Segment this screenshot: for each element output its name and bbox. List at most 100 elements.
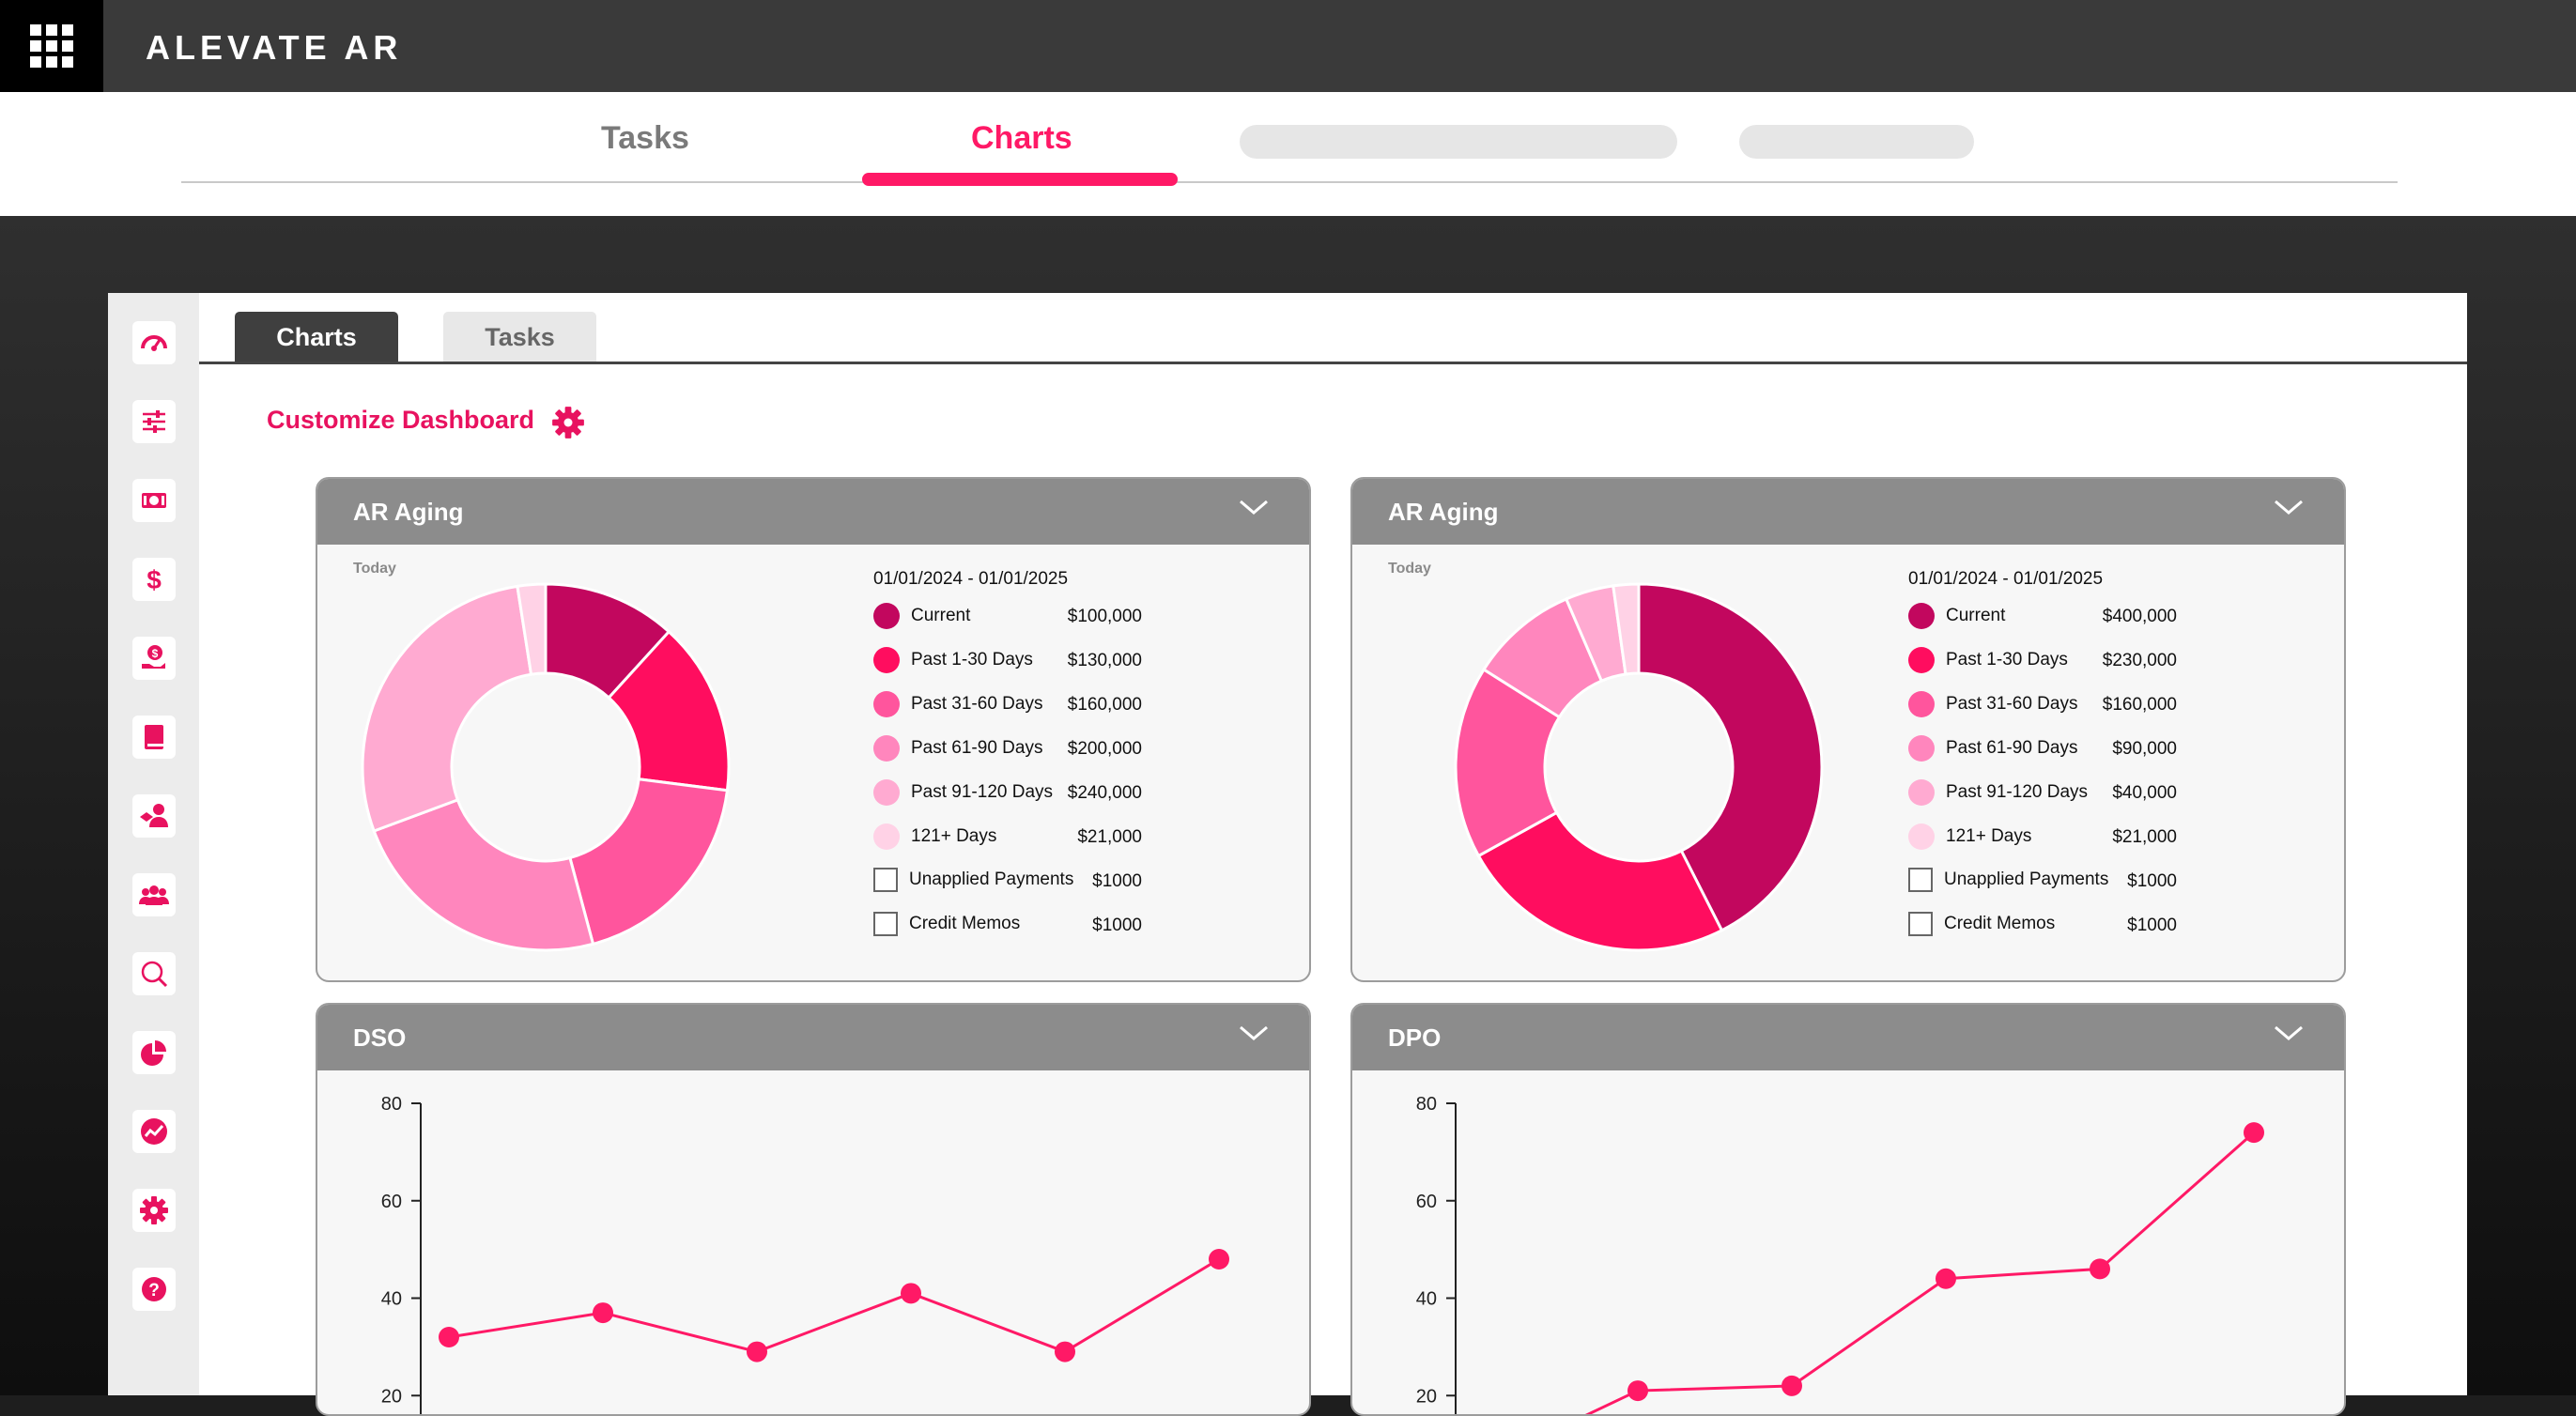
card-title: DSO [353, 1024, 407, 1052]
users-icon[interactable] [132, 873, 176, 916]
unapplied-payments-checkbox[interactable] [1908, 868, 1933, 892]
svg-text:$: $ [147, 565, 162, 594]
card-title: AR Aging [353, 498, 464, 526]
svg-text:?: ? [148, 1281, 160, 1301]
y-tick-label: 20 [1416, 1386, 1437, 1407]
legend-amount: $240,000 [1067, 783, 1142, 803]
legend-amount: $1000 [2127, 916, 2177, 935]
app-title: ALEVATE AR [146, 28, 403, 67]
data-point[interactable] [747, 1341, 767, 1362]
help-icon[interactable]: ? [132, 1268, 176, 1311]
donut-slice[interactable] [516, 582, 548, 676]
legend-amount: $21,000 [1077, 827, 1142, 847]
gear-icon[interactable] [132, 1189, 176, 1232]
legend-amount: $200,000 [1067, 739, 1142, 759]
date-range: 01/01/2024 - 01/01/2025 [873, 569, 1069, 589]
legend-amount: $1000 [1092, 871, 1142, 891]
legend-swatch [873, 647, 900, 673]
legend-amount: $1000 [1092, 916, 1142, 935]
gear-icon[interactable] [551, 406, 585, 439]
data-point[interactable] [1627, 1380, 1648, 1402]
tab-tasks[interactable]: Tasks [601, 120, 689, 156]
legend-item: Past 61-90 Days [873, 735, 1042, 762]
card-header: AR Aging [317, 479, 1309, 545]
cash-icon[interactable] [132, 479, 176, 522]
nav-divider [181, 181, 2398, 183]
legend-item: Unapplied Payments [1908, 868, 2108, 892]
donut-slice[interactable] [361, 584, 533, 833]
legend-item: Past 31-60 Days [873, 691, 1042, 717]
user-handshake-icon[interactable] [132, 794, 176, 838]
ar-aging-donut-chart [1454, 582, 1824, 952]
data-point[interactable] [1936, 1268, 1956, 1289]
search-icon[interactable] [132, 952, 176, 995]
chevron-down-icon[interactable] [2273, 1022, 2305, 1044]
donut-slice[interactable] [568, 777, 730, 947]
customize-dashboard-link[interactable]: Customize Dashboard [267, 406, 535, 434]
ar-aging-card: AR Aging Today 01/01/2024 - 01/01/2025 C… [316, 477, 1311, 982]
legend-item: Past 91-120 Days [873, 779, 1053, 806]
series-line [1584, 1131, 2255, 1414]
tab-charts[interactable]: Charts [971, 120, 1072, 156]
legend-swatch [1908, 823, 1935, 850]
donut-slice[interactable] [1637, 582, 1824, 932]
today-label: Today [1388, 561, 1431, 577]
data-point[interactable] [593, 1302, 613, 1324]
data-point[interactable] [1055, 1341, 1075, 1362]
legend-item: 121+ Days [1908, 823, 2031, 850]
inner-tab-tasks[interactable]: Tasks [443, 312, 596, 363]
data-point[interactable] [901, 1283, 921, 1304]
legend-amount: $160,000 [2102, 695, 2177, 715]
data-point[interactable] [2090, 1258, 2110, 1280]
tab-placeholder[interactable] [1240, 125, 1677, 159]
legend-swatch [1908, 603, 1935, 629]
legend-item: Past 61-90 Days [1908, 735, 2077, 762]
legend-amount: $1000 [2127, 871, 2177, 891]
inner-tabs-divider [199, 362, 2467, 364]
legend-item: Past 31-60 Days [1908, 691, 2077, 717]
book-icon[interactable] [132, 716, 176, 759]
legend-swatch [1908, 779, 1935, 806]
app-launcher-button[interactable] [0, 0, 103, 92]
dpo-card: DPO 20 40 60 80 [1350, 1003, 2346, 1416]
tab-placeholder[interactable] [1739, 125, 1974, 159]
unapplied-payments-checkbox[interactable] [873, 868, 898, 892]
legend-amount: $160,000 [1067, 695, 1142, 715]
credit-memos-checkbox[interactable] [873, 912, 898, 936]
card-header: DSO [317, 1005, 1309, 1070]
chevron-down-icon[interactable] [1238, 496, 1270, 518]
legend-amount: $400,000 [2102, 607, 2177, 626]
data-point[interactable] [1782, 1375, 1802, 1396]
inner-tab-charts[interactable]: Charts [235, 312, 398, 363]
chevron-down-icon[interactable] [1238, 1022, 1270, 1044]
donut-slice[interactable] [372, 797, 595, 952]
legend-item: 121+ Days [873, 823, 996, 850]
data-point[interactable] [1209, 1249, 1229, 1270]
speedometer-icon[interactable] [132, 321, 176, 364]
hand-coin-icon[interactable]: $ [132, 637, 176, 680]
card-title: DPO [1388, 1024, 1442, 1052]
donut-slice[interactable] [1476, 810, 1724, 952]
top-bar [0, 0, 2576, 92]
legend-swatch [873, 823, 900, 850]
sliders-icon[interactable] [132, 400, 176, 443]
pie-chart-icon[interactable] [132, 1031, 176, 1074]
credit-memos-checkbox[interactable] [1908, 912, 1933, 936]
legend-swatch [873, 691, 900, 717]
y-tick-label: 60 [1416, 1192, 1437, 1212]
chevron-down-icon[interactable] [2273, 496, 2305, 518]
legend-item: Current [1908, 603, 2005, 629]
legend-amount: $40,000 [2112, 783, 2177, 803]
legend-item: Unapplied Payments [873, 868, 1073, 892]
donut-slice[interactable] [1612, 582, 1641, 676]
data-point[interactable] [439, 1327, 459, 1347]
y-tick-label: 20 [381, 1386, 402, 1407]
data-point[interactable] [2244, 1122, 2264, 1144]
donut-slice[interactable] [1454, 667, 1562, 858]
trend-chart-icon[interactable] [132, 1110, 176, 1153]
donut-slice[interactable] [607, 629, 731, 793]
dpo-line-chart: 20 40 60 80 [1416, 1094, 2264, 1414]
dollar-icon[interactable]: $ [132, 558, 176, 601]
legend-item: Past 1-30 Days [873, 647, 1033, 673]
ar-aging-donut-chart [361, 582, 731, 952]
